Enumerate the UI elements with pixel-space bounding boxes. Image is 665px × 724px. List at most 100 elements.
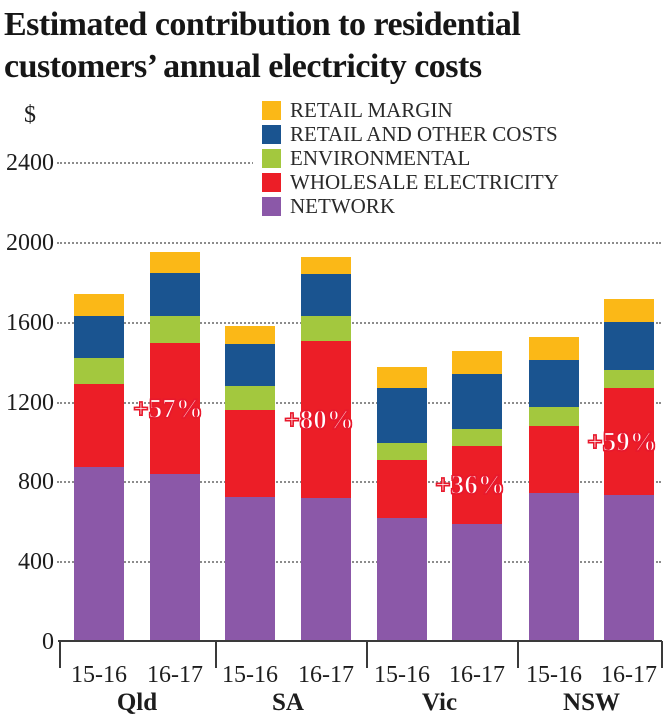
- segment-wholesale: [604, 387, 654, 496]
- bar-sa-15-16: [225, 325, 275, 642]
- segment-retail-and-other: [225, 343, 275, 386]
- segment-environmental: [150, 315, 200, 343]
- segment-network: [604, 495, 654, 642]
- legend-item-retail-and-other: RETAIL AND OTHER COSTS: [253, 122, 665, 146]
- group-separator-3: [517, 641, 519, 668]
- gridline-800: [57, 481, 661, 484]
- segment-wholesale: [529, 425, 579, 494]
- segment-wholesale: [74, 383, 124, 468]
- y-tick-label-0: 0: [42, 629, 54, 655]
- annotation-qld: +57%: [133, 393, 204, 424]
- x-tick-label-sa-16-17: 16-17: [298, 662, 354, 688]
- group-label-nsw: NSW: [563, 689, 620, 716]
- segment-retail-margin: [452, 350, 502, 374]
- legend-swatch-environmental: [262, 148, 281, 168]
- x-tick-label-nsw-16-17: 16-17: [601, 662, 657, 688]
- group-label-sa: SA: [272, 689, 304, 716]
- legend-swatch-retail-and-other: [262, 124, 281, 144]
- segment-retail-margin: [225, 325, 275, 344]
- legend-swatch-wholesale: [262, 172, 281, 192]
- y-tick-label-1600: 1600: [6, 309, 54, 336]
- group-label-qld: Qld: [116, 689, 158, 716]
- x-tick-label-qld-16-17: 16-17: [147, 662, 203, 688]
- chart-title: Estimated contribution to residential cu…: [4, 4, 644, 88]
- segment-wholesale: [150, 342, 200, 475]
- annotation-sa: +80%: [284, 404, 355, 435]
- legend-label-wholesale: WHOLESALE ELECTRICITY: [290, 170, 559, 194]
- bar-qld-15-16: [74, 293, 124, 642]
- gridline-1600: [57, 321, 661, 324]
- segment-network: [377, 518, 427, 642]
- y-axis-unit-label: $: [24, 102, 36, 128]
- x-tick-label-vic-16-17: 16-17: [449, 662, 505, 688]
- legend-item-retail-margin: RETAIL MARGIN: [253, 98, 665, 122]
- segment-network: [150, 474, 200, 642]
- segment-environmental: [74, 357, 124, 384]
- segment-retail-margin: [301, 257, 351, 274]
- x-axis-baseline: [58, 640, 662, 642]
- segment-retail-margin: [74, 293, 124, 316]
- segment-retail-margin: [529, 336, 579, 360]
- legend: RETAIL MARGIN RETAIL AND OTHER COSTS ENVIR…: [253, 96, 665, 218]
- segment-environmental: [452, 428, 502, 446]
- bar-nsw-16-17: [604, 298, 654, 642]
- segment-retail-margin: [150, 252, 200, 273]
- segment-wholesale: [377, 460, 427, 519]
- bar-nsw-15-16: [529, 336, 579, 642]
- legend-swatch-network: [262, 196, 281, 216]
- gridline-400: [57, 561, 661, 564]
- legend-label-environmental: ENVIRONMENTAL: [290, 146, 471, 170]
- segment-retail-and-other: [377, 387, 427, 443]
- segment-wholesale: [225, 409, 275, 498]
- bar-vic-15-16: [377, 366, 427, 642]
- legend-item-environmental: ENVIRONMENTAL: [253, 146, 665, 170]
- segment-environmental: [225, 385, 275, 410]
- segment-retail-and-other: [529, 359, 579, 407]
- segment-environmental: [604, 369, 654, 388]
- segment-network: [225, 497, 275, 642]
- gridline-2000: [57, 242, 661, 244]
- x-tick-label-vic-15-16: 15-16: [374, 662, 430, 688]
- annotation-vic: +36%: [435, 469, 506, 500]
- bar-vic-16-17: [452, 350, 502, 642]
- group-separator-2: [366, 641, 368, 668]
- x-tick-label-sa-15-16: 15-16: [222, 662, 278, 688]
- x-tick-label-qld-15-16: 15-16: [71, 662, 127, 688]
- legend-item-wholesale: WHOLESALE ELECTRICITY: [253, 170, 665, 194]
- chart-title-line2: customers’ annual electricity costs: [4, 48, 482, 85]
- segment-network: [301, 498, 351, 642]
- legend-item-network: NETWORK: [253, 194, 665, 218]
- segment-retail-and-other: [604, 321, 654, 370]
- group-label-vic: Vic: [421, 689, 458, 716]
- segment-network: [452, 524, 502, 642]
- y-tick-label-800: 800: [18, 469, 54, 496]
- segment-wholesale: [301, 340, 351, 499]
- y-tick-label-1200: 1200: [6, 389, 54, 416]
- chart-title-line1: Estimated contribution to residential: [4, 6, 521, 43]
- group-separator-1: [215, 641, 217, 668]
- segment-environmental: [377, 442, 427, 461]
- legend-swatch-retail-margin: [262, 100, 281, 120]
- segment-retail-and-other: [74, 315, 124, 358]
- segment-environmental: [529, 406, 579, 426]
- gridline-1200: [57, 401, 661, 404]
- segment-retail-and-other: [452, 373, 502, 429]
- legend-label-retail-and-other: RETAIL AND OTHER COSTS: [290, 122, 558, 146]
- group-separator-0: [59, 641, 61, 668]
- y-tick-label-2000: 2000: [6, 230, 54, 256]
- segment-retail-and-other: [301, 273, 351, 316]
- segment-retail-margin: [604, 298, 654, 322]
- segment-network: [529, 493, 579, 642]
- segment-wholesale: [452, 445, 502, 525]
- annotation-nsw: +59%: [587, 426, 658, 456]
- group-separator-4: [661, 641, 663, 668]
- y-tick-label-400: 400: [18, 549, 54, 576]
- bar-qld-16-17: [150, 252, 200, 642]
- segment-network: [74, 467, 124, 642]
- x-tick-label-nsw-15-16: 15-16: [526, 662, 582, 688]
- legend-label-network: NETWORK: [290, 194, 395, 218]
- segment-retail-and-other: [150, 272, 200, 316]
- bar-sa-16-17: [301, 257, 351, 642]
